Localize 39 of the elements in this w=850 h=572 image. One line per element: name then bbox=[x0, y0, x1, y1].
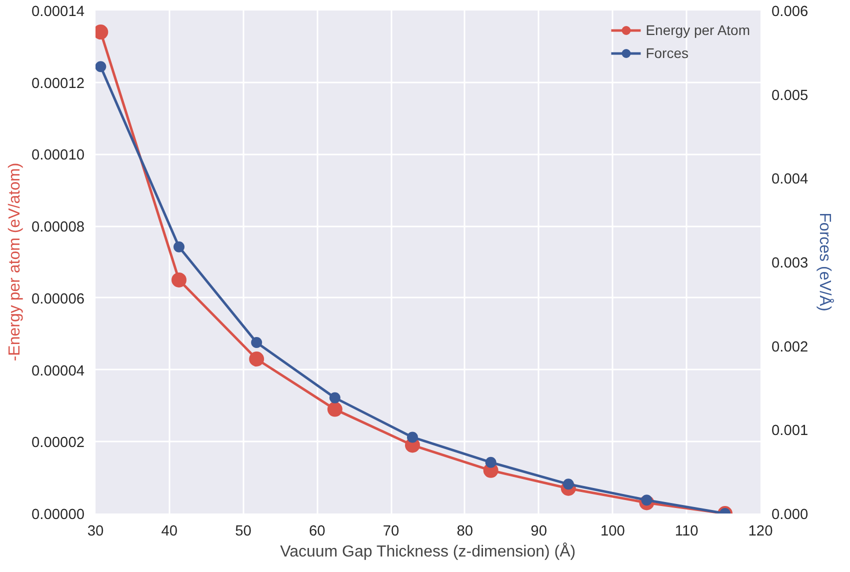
x-tick-label: 90 bbox=[530, 524, 547, 540]
y2-tick-label: 0.000 bbox=[772, 507, 808, 523]
x-tick-label: 80 bbox=[456, 524, 474, 540]
y2-tick-label: 0.001 bbox=[772, 423, 808, 440]
point bbox=[485, 456, 496, 468]
point bbox=[249, 352, 264, 366]
point bbox=[329, 392, 340, 404]
y-tick-label: 0.00012 bbox=[32, 76, 85, 92]
point bbox=[173, 241, 184, 252]
y-tick-label: 0.00014 bbox=[32, 4, 85, 20]
x-axis-title: Vacuum Gap Thickness (z-dimension) (Å) bbox=[280, 542, 576, 560]
x-tick-label: 70 bbox=[382, 524, 400, 540]
y-tick-label: 0.00004 bbox=[32, 363, 85, 380]
y-tick-label: 0.00010 bbox=[32, 148, 85, 164]
y2-tick-label: 0.006 bbox=[772, 4, 808, 20]
y2-tick-label: 0.002 bbox=[772, 339, 808, 356]
point bbox=[171, 272, 186, 288]
legend-label: Forces bbox=[646, 45, 689, 61]
y-tick-label: 0.00008 bbox=[32, 220, 85, 236]
point bbox=[406, 432, 418, 443]
x-tick-label: 30 bbox=[87, 524, 104, 540]
x-tick-label: 110 bbox=[674, 524, 698, 540]
point bbox=[327, 402, 342, 417]
point bbox=[251, 336, 262, 348]
x-tick-label: 100 bbox=[600, 524, 625, 540]
y-tick-label: 0.00006 bbox=[32, 291, 85, 308]
x-tick-label: 120 bbox=[748, 524, 773, 540]
y2-tick-label: 0.004 bbox=[772, 172, 808, 188]
y-tick-label: 0.00002 bbox=[32, 435, 85, 452]
y2-axis-title: Forces (eV/Å) bbox=[816, 212, 834, 312]
x-tick-label: 40 bbox=[161, 524, 178, 540]
y-axis-title: -Energy per atom (eV/atom) bbox=[6, 162, 24, 362]
x-tick-label: 50 bbox=[235, 524, 252, 540]
x-tick-label: 60 bbox=[309, 524, 326, 540]
y2-tick-label: 0.005 bbox=[772, 88, 808, 104]
y-tick-label: 0.00000 bbox=[32, 507, 85, 523]
y2-tick-label: 0.003 bbox=[772, 256, 808, 272]
legend-label: Energy per Atom bbox=[646, 22, 750, 38]
point bbox=[96, 61, 106, 72]
